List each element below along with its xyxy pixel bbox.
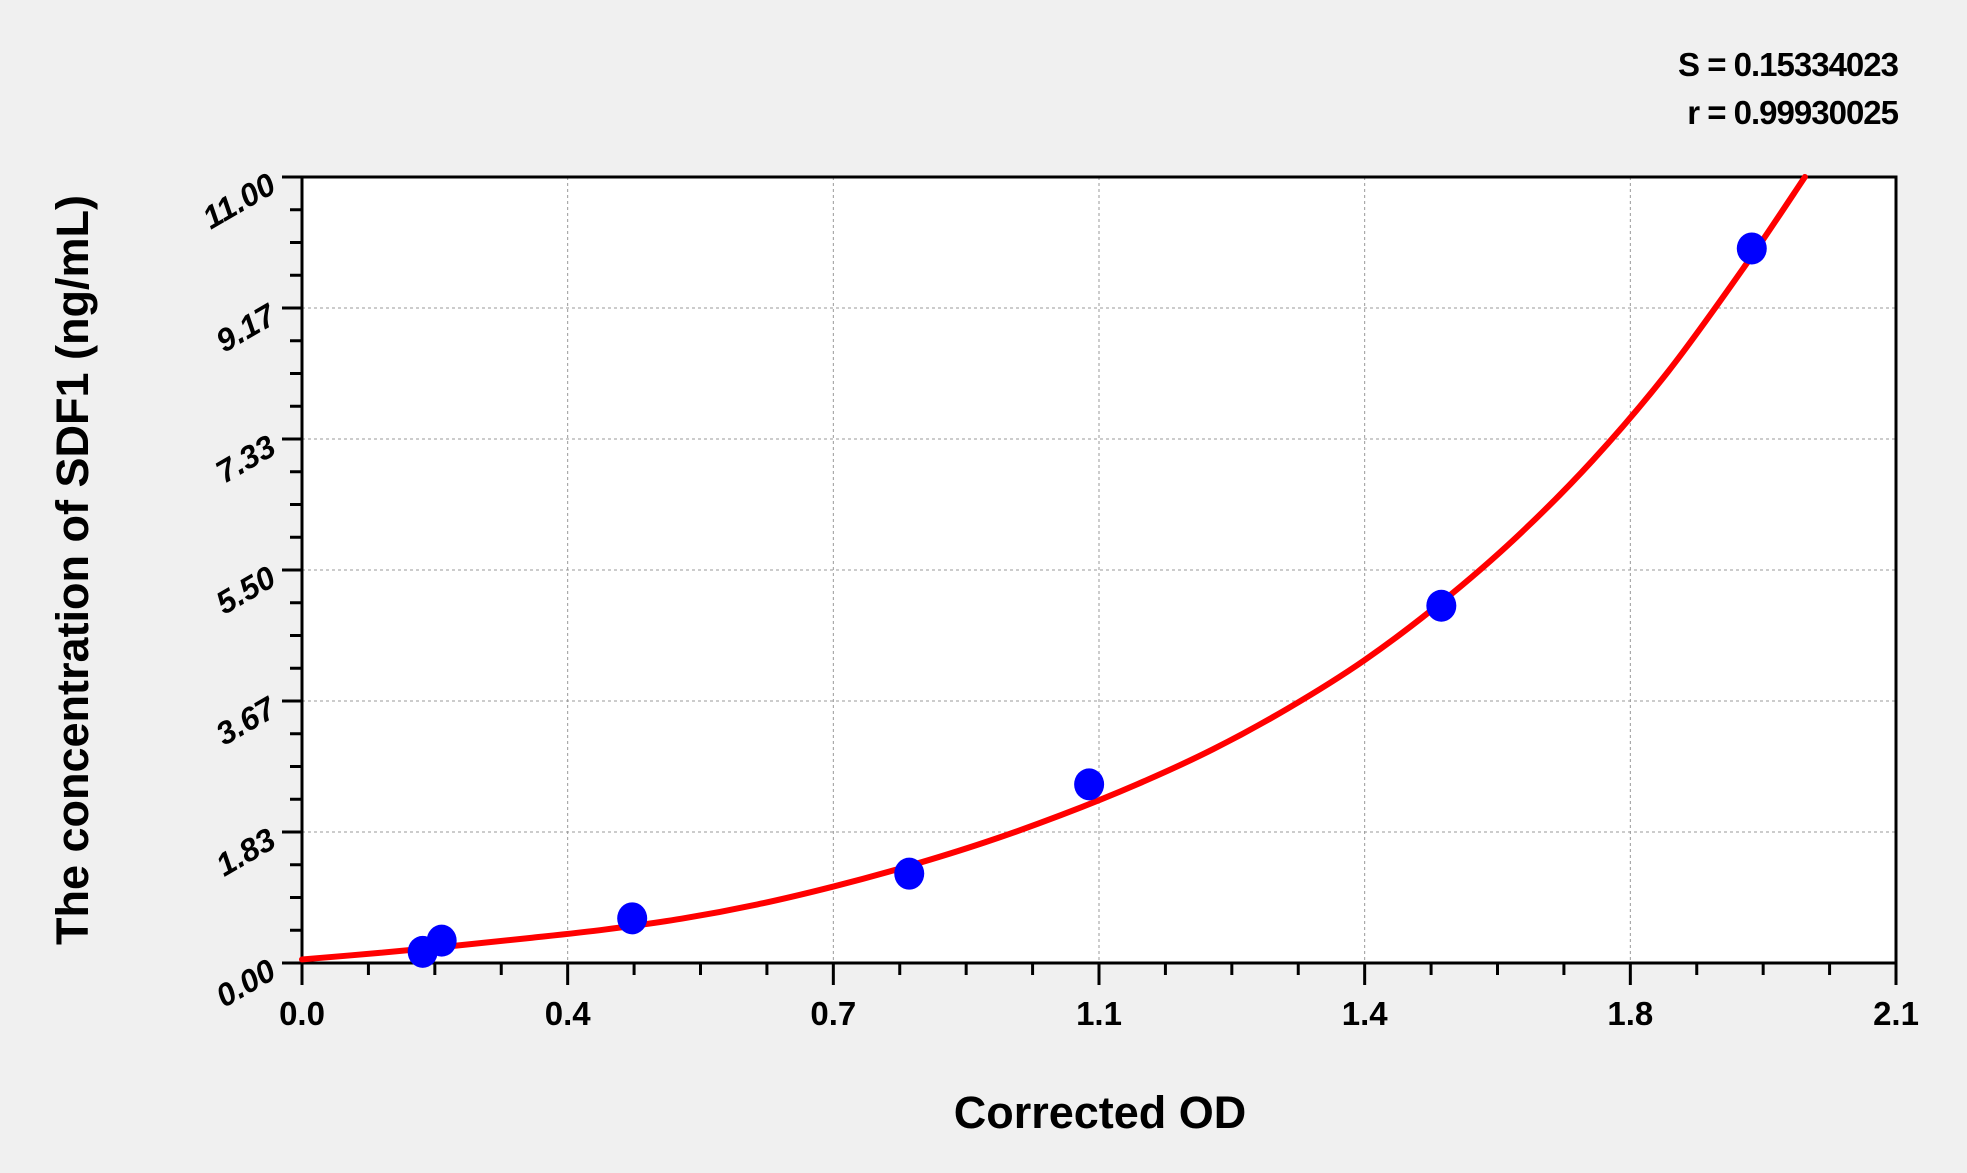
y-tick-label: 5.50 [210, 559, 282, 621]
x-tick-labels: 0.0 0.4 0.7 1.1 1.4 1.8 2.1 [279, 995, 1919, 1032]
x-tick-label: 0.0 [279, 995, 325, 1032]
fit-curve-group [299, 174, 1808, 963]
y-tick-labels: 0.00 1.83 3.67 5.50 7.33 9.17 11.00 [196, 166, 283, 1014]
r-statistic: r = 0.99930025 [1687, 94, 1898, 131]
x-tick-label: 0.4 [545, 995, 592, 1032]
ticks [282, 175, 1898, 985]
x-axis-label: Corrected OD [954, 1087, 1247, 1138]
data-point [1736, 232, 1767, 265]
s-statistic: S = 0.15334023 [1678, 46, 1899, 83]
grid [302, 177, 1896, 963]
plot-frame [300, 175, 1898, 965]
y-axis-label: The concentration of SDF1 (ng/mL) [47, 195, 98, 945]
y-tick-label: 1.83 [210, 821, 282, 883]
y-tick-label: 9.17 [210, 296, 284, 359]
y-tick-label: 0.00 [210, 952, 282, 1014]
x-tick-label: 1.4 [1342, 995, 1389, 1032]
x-tick-label: 1.1 [1076, 995, 1122, 1032]
data-points [407, 232, 1767, 968]
data-point [426, 924, 457, 957]
y-tick-label: 3.67 [210, 689, 284, 752]
data-point [1426, 589, 1457, 622]
data-point [1074, 768, 1105, 801]
x-tick-label: 1.8 [1607, 995, 1653, 1032]
x-tick-label: 0.7 [810, 995, 856, 1032]
data-point [617, 902, 648, 935]
x-tick-label: 2.1 [1873, 995, 1919, 1032]
y-tick-label: 7.33 [210, 428, 282, 490]
y-tick-label: 11.00 [196, 166, 281, 236]
fit-curve-line [299, 174, 1808, 963]
data-point [894, 857, 925, 890]
